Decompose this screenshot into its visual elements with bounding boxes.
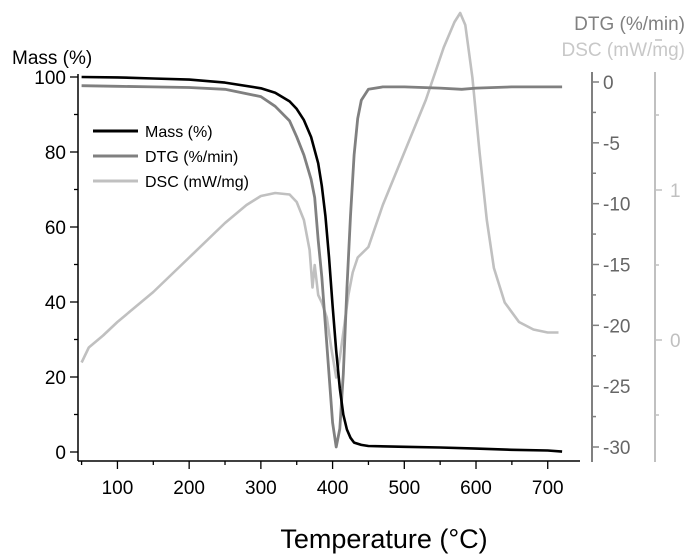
- legend: Mass (%) DTG (%/min) DSC (mW/mg): [93, 124, 249, 191]
- dtg-tick-label: -20: [603, 316, 630, 337]
- x-tick-label: 600: [460, 478, 492, 499]
- x-tick-label: 700: [532, 478, 564, 499]
- dtg-tick-label: -25: [603, 377, 630, 398]
- plot-lines: [80, 11, 563, 453]
- dtg-tick-label: -30: [603, 438, 630, 459]
- mass-axis: 0 20 40 60 80 100: [34, 68, 79, 464]
- x-tick-label: 400: [317, 478, 349, 499]
- mass-tick-label: 60: [45, 218, 66, 239]
- dsc-tick-label: 1: [670, 181, 681, 202]
- series-line-mass: [81, 75, 563, 453]
- dtg-tick-label: 0: [603, 73, 614, 94]
- dsc-tick-label: 0: [670, 331, 681, 352]
- x-tick-label: 300: [245, 478, 277, 499]
- dtg-tick-label: -10: [603, 195, 630, 216]
- x-tick-label: 200: [173, 478, 205, 499]
- dtg-tick-label: -15: [603, 256, 630, 277]
- mass-tick-label: 0: [55, 443, 66, 464]
- series-line-dtg: [81, 84, 563, 449]
- mass-tick-label: 80: [45, 143, 66, 164]
- dsc-axis: 10: [654, 39, 681, 462]
- legend-label: Mass (%): [145, 124, 213, 141]
- mass-tick-label: 20: [45, 368, 66, 389]
- mass-axis-label: Mass (%): [12, 48, 92, 69]
- mass-tick-label: 100: [34, 68, 66, 89]
- dtg-tick-label: -5: [603, 134, 620, 155]
- legend-label: DTG (%/min): [145, 149, 238, 166]
- dsc-axis-label: DSC (mW/mg): [562, 40, 685, 61]
- x-tick-label: 500: [388, 478, 420, 499]
- legend-label: DSC (mW/mg): [145, 174, 249, 191]
- x-axis-label: Temperature (°C): [280, 524, 487, 554]
- dtg-axis-label: DTG (%/min): [574, 14, 685, 35]
- x-tick-label: 100: [102, 478, 134, 499]
- x-axis: 100 200 300 400 500 600 700: [78, 460, 580, 499]
- mass-tick-label: 40: [45, 293, 66, 314]
- series-line-dsc: [80, 11, 559, 379]
- dtg-axis: 0 -5 -10 -15 -20 -25 -30: [591, 72, 630, 462]
